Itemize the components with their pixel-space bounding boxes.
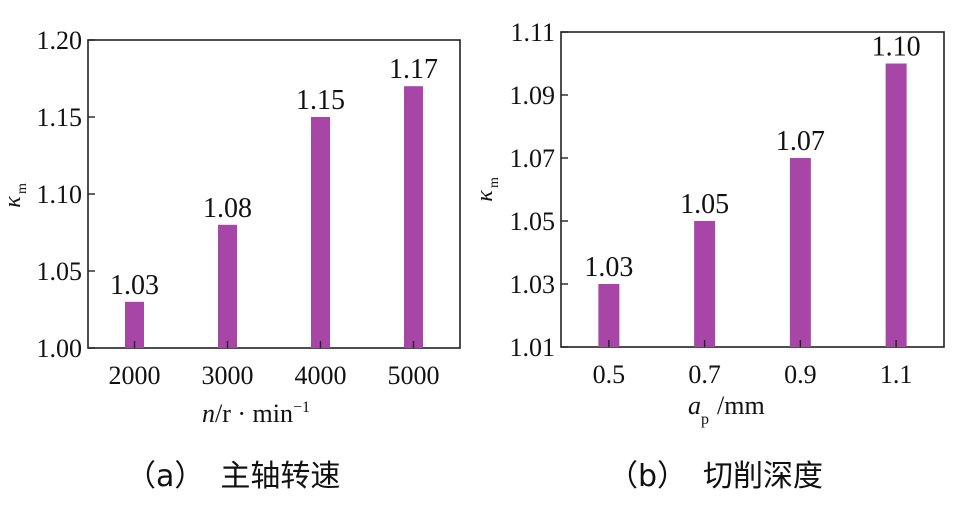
- data-label-a: 1.03: [110, 270, 159, 301]
- bar-b-0.9: [789, 158, 811, 347]
- bar-b-0.7: [694, 221, 716, 347]
- chart-panel-a: 1.03 1.08 1.15 1.17 1.00 1.05 1.10 1.15 1.20 20…: [0, 26, 461, 494]
- x-axis-sup-a: −1: [293, 399, 310, 416]
- data-label-a: 1.08: [203, 193, 252, 224]
- bar-b-1.1: [885, 63, 907, 347]
- y-tick-label-a: 1.05: [37, 257, 83, 286]
- plot-frame-b: [560, 31, 945, 348]
- y-tick-label-b: 1.07: [510, 144, 556, 173]
- y-tick-label-b: 1.11: [510, 18, 555, 47]
- data-label-b: 1.05: [680, 189, 729, 220]
- x-tick-label-b: 1.1: [880, 360, 913, 389]
- y-axis-label-a: κ m: [0, 183, 30, 208]
- y-axis-symbol-b: κ: [472, 190, 498, 202]
- x-axis-sub-b: p: [701, 411, 709, 428]
- x-axis-var-b: a: [688, 391, 701, 420]
- caption-a: （a） 主轴转速: [126, 459, 340, 494]
- caption-text-a: 主轴转速: [220, 459, 340, 494]
- x-axis-label-b: ap/mm: [688, 391, 765, 428]
- bar-a-4000: [311, 117, 330, 348]
- x-tick-label-a: 2000: [109, 361, 161, 390]
- bar-a-5000: [404, 86, 423, 348]
- y-tick-label-a: 1.20: [37, 26, 83, 55]
- x-tick-label-b: 0.9: [784, 360, 817, 389]
- caption-text-b: 切削深度: [703, 459, 823, 494]
- chart-panel-b: 1.03 1.05 1.07 1.10 1.01 1.03 1.05 1.07 1.09 1.1…: [472, 18, 945, 494]
- data-label-b: 1.10: [872, 32, 921, 63]
- x-tick-label-a: 5000: [388, 361, 440, 390]
- y-tick-label-b: 1.05: [510, 207, 556, 236]
- y-ticks-a: 1.00 1.05 1.10 1.15 1.20: [37, 26, 95, 363]
- x-axis-label-a: n/r · min−1: [202, 399, 310, 428]
- data-label-a: 1.17: [389, 54, 438, 85]
- x-tick-label-b: 0.7: [688, 360, 721, 389]
- caption-b: （b） 切削深度: [608, 459, 823, 494]
- bar-a-2000: [125, 301, 144, 348]
- x-tick-label-a: 3000: [202, 361, 254, 390]
- y-tick-label-a: 1.00: [37, 334, 83, 363]
- y-tick-label-a: 1.10: [37, 180, 83, 209]
- bar-b-0.5: [598, 284, 620, 347]
- data-label-b: 1.07: [776, 126, 825, 157]
- y-axis-sub-a: m: [15, 183, 30, 194]
- x-tick-label-b: 0.5: [593, 360, 626, 389]
- bars-group-a: 1.03 1.08 1.15 1.17: [110, 54, 438, 348]
- caption-tag-b: （b）: [608, 459, 687, 494]
- y-tick-label-b: 1.03: [510, 270, 556, 299]
- bars-group-b: 1.03 1.05 1.07 1.10: [584, 32, 921, 347]
- y-axis-label-b: κ m: [472, 177, 502, 202]
- data-label-a: 1.15: [296, 85, 345, 116]
- y-ticks-b: 1.01 1.03 1.05 1.07 1.09 1.11: [510, 18, 568, 362]
- y-axis-sub-b: m: [487, 177, 502, 188]
- y-tick-label-a: 1.15: [37, 103, 83, 132]
- x-ticks-b: 0.5 0.7 0.9 1.1: [593, 340, 913, 389]
- caption-tag-a: （a）: [126, 459, 204, 494]
- y-axis-symbol-a: κ: [0, 196, 26, 208]
- bar-a-3000: [218, 224, 237, 348]
- y-tick-label-b: 1.09: [510, 81, 556, 110]
- x-axis-unit-a: /r · min: [215, 399, 293, 428]
- x-ticks-a: 2000 3000 4000 5000: [109, 341, 440, 390]
- data-label-b: 1.03: [584, 252, 633, 283]
- x-tick-label-a: 4000: [295, 361, 347, 390]
- y-tick-label-b: 1.01: [510, 333, 556, 362]
- x-axis-var-a: n: [202, 399, 215, 428]
- x-axis-unit-b: /mm: [717, 391, 765, 420]
